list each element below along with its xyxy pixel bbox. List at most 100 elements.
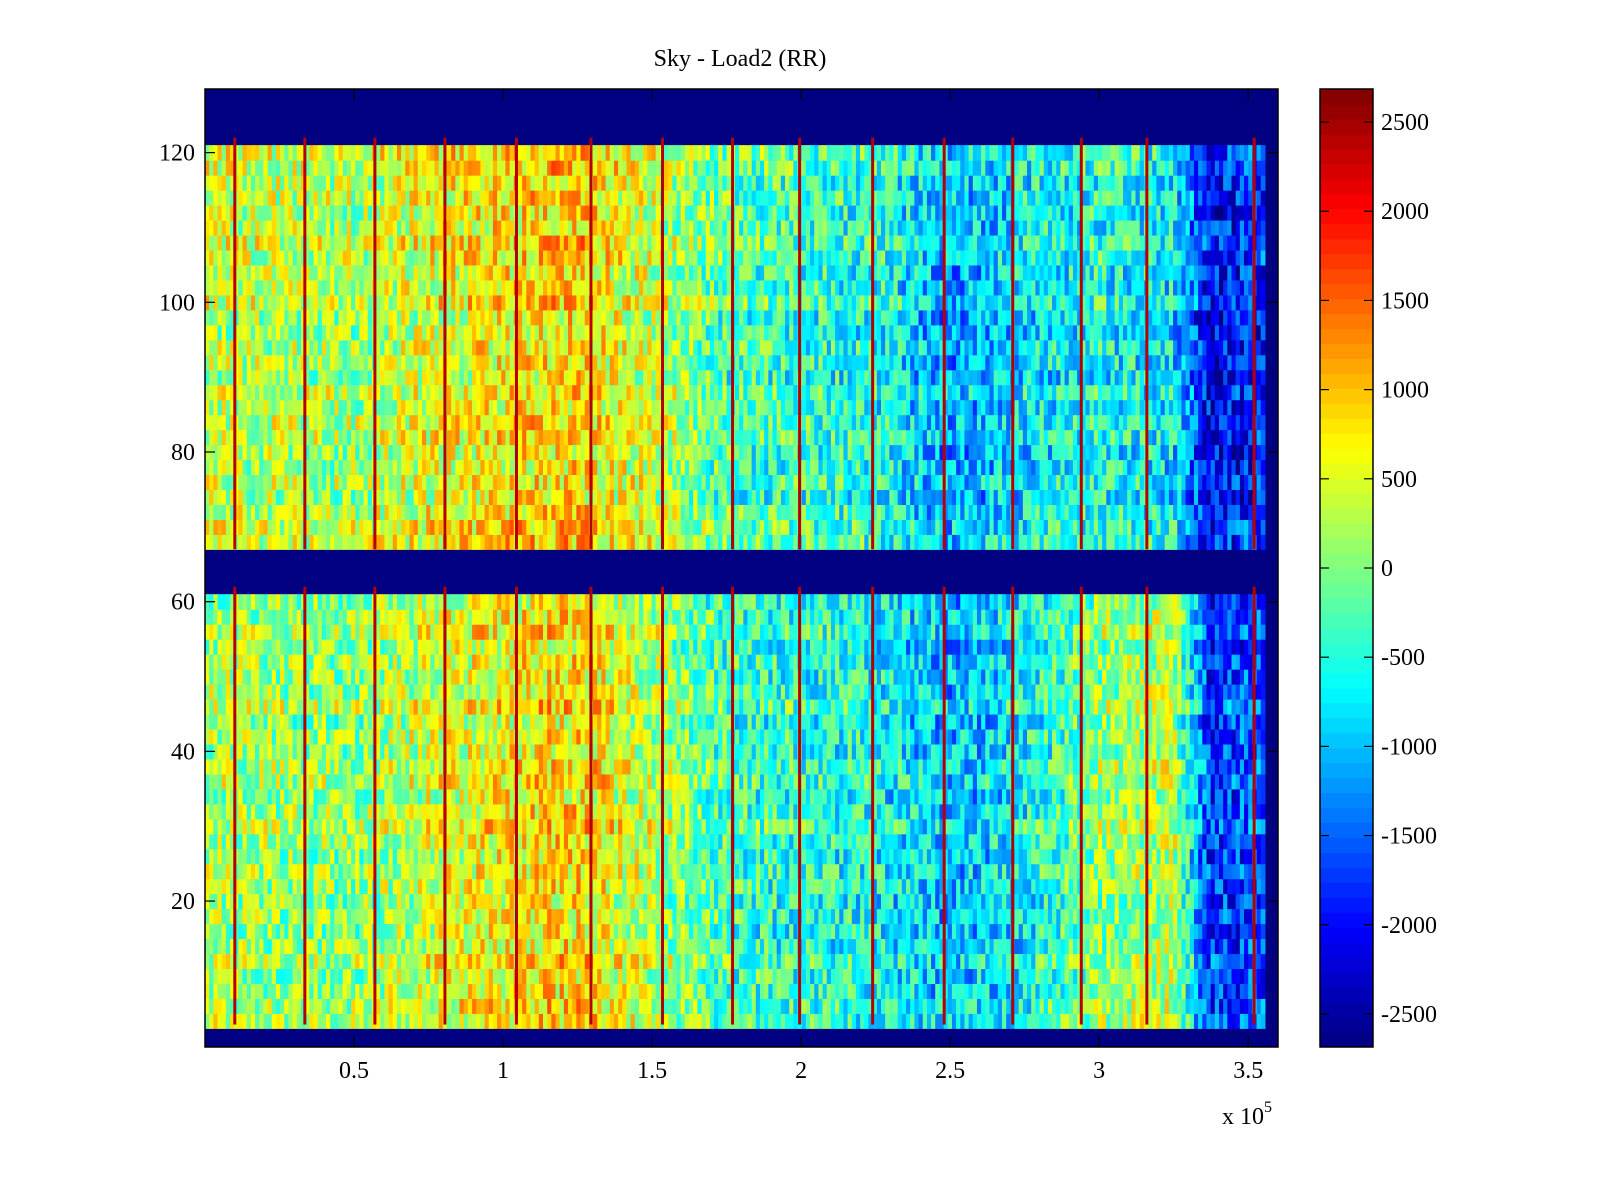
heatmap-cell: [505, 863, 511, 880]
heatmap-cell: [1110, 878, 1116, 895]
heatmap-cell: [321, 878, 327, 895]
heatmap-cell: [447, 788, 452, 805]
heatmap-cell: [417, 923, 423, 940]
heatmap-cell: [313, 968, 319, 984]
heatmap-cell: [1223, 968, 1228, 984]
heatmap-cell: [221, 758, 227, 775]
heatmap-cell: [643, 728, 648, 745]
heatmap-cell: [1014, 773, 1020, 790]
heatmap-cell: [935, 743, 941, 760]
heatmap-cell: [605, 1013, 611, 1029]
heatmap-cell: [1152, 773, 1157, 790]
heatmap-cell: [1047, 1013, 1053, 1029]
heatmap-cell: [851, 893, 857, 910]
heatmap-cell: [989, 983, 995, 999]
heatmap-cell: [1060, 758, 1066, 775]
heatmap-cell: [1002, 863, 1007, 880]
heatmap-cell: [835, 758, 840, 775]
heatmap-cell: [897, 833, 903, 850]
heatmap-cell: [951, 893, 957, 910]
heatmap-cell: [563, 998, 569, 1014]
heatmap-cell: [926, 863, 932, 880]
heatmap-cell: [860, 878, 865, 895]
heatmap-cell: [960, 863, 966, 880]
heatmap-cell: [346, 788, 352, 805]
heatmap-cell: [922, 863, 928, 880]
heatmap-cell: [655, 788, 661, 805]
heatmap-cell: [751, 743, 757, 760]
heatmap-cell: [534, 893, 540, 910]
heatmap-row: [205, 758, 1266, 775]
heatmap-cell: [634, 863, 640, 880]
heatmap-cell: [926, 848, 932, 865]
heatmap-cell: [480, 818, 486, 835]
heatmap-cell: [947, 863, 953, 880]
heatmap-cell: [572, 908, 577, 925]
heatmap-cell: [1102, 938, 1107, 955]
heatmap-cell: [826, 788, 832, 805]
heatmap-cell: [901, 833, 907, 850]
heatmap-cell: [405, 878, 411, 895]
heatmap-cell: [401, 788, 406, 805]
heatmap-cell: [221, 803, 227, 820]
heatmap-cell: [964, 818, 970, 835]
heatmap-cell: [367, 758, 373, 775]
heatmap-cell: [789, 968, 794, 984]
heatmap-cell: [480, 983, 486, 999]
heatmap-cell: [705, 968, 711, 984]
heatmap-cell: [593, 953, 598, 970]
heatmap-cell: [309, 968, 315, 984]
heatmap-cell: [1106, 1013, 1112, 1029]
heatmap-cell: [1022, 788, 1028, 805]
heatmap-cell: [484, 743, 490, 760]
heatmap-cell: [697, 953, 703, 970]
heatmap-cell: [1002, 893, 1007, 910]
heatmap-cell: [885, 848, 890, 865]
heatmap-cell: [964, 878, 970, 895]
heatmap-cell: [1148, 998, 1153, 1014]
heatmap-cell: [701, 758, 707, 775]
heatmap-cell: [1031, 923, 1036, 940]
heatmap-cell: [1210, 983, 1216, 999]
heatmap-cell: [1239, 1013, 1245, 1029]
heatmap-cell: [755, 848, 761, 865]
heatmap-cell: [447, 953, 452, 970]
heatmap-cell: [960, 878, 966, 895]
heatmap-cell: [747, 833, 753, 850]
heatmap-cell: [801, 983, 807, 999]
heatmap-cell: [906, 788, 911, 805]
heatmap-cell: [755, 743, 761, 760]
heatmap-cell: [584, 803, 590, 820]
heatmap-cell: [1202, 893, 1208, 910]
heatmap-cell: [205, 953, 210, 970]
heatmap-cell: [830, 923, 836, 940]
heatmap-cell: [714, 998, 719, 1014]
heatmap-cell: [438, 1013, 444, 1029]
heatmap-cell: [1077, 1013, 1082, 1029]
heatmap-cell: [593, 1013, 598, 1029]
heatmap-cell: [572, 938, 577, 955]
heatmap-cell: [1223, 833, 1228, 850]
heatmap-cell: [843, 758, 849, 775]
heatmap-cell: [801, 878, 807, 895]
heatmap-cell: [638, 803, 644, 820]
heatmap-cell: [555, 923, 561, 940]
heatmap-cell: [1227, 848, 1233, 865]
heatmap-cell: [1081, 998, 1087, 1014]
heatmap-cell: [801, 908, 807, 925]
heatmap-cell: [396, 803, 402, 820]
heatmap-cell: [709, 863, 715, 880]
heatmap-cell: [1131, 773, 1137, 790]
heatmap-cell: [1056, 893, 1062, 910]
heatmap-cell: [839, 833, 845, 850]
heatmap-cell: [534, 938, 540, 955]
heatmap-cell: [1193, 908, 1199, 925]
heatmap-cell: [835, 908, 840, 925]
heatmap-cell: [1218, 758, 1224, 775]
heatmap-cell: [1002, 923, 1007, 940]
heatmap-cell: [259, 908, 265, 925]
heatmap-cell: [284, 1013, 290, 1029]
heatmap-cell: [789, 743, 794, 760]
heatmap-cell: [305, 833, 310, 850]
heatmap-cell: [255, 938, 260, 955]
